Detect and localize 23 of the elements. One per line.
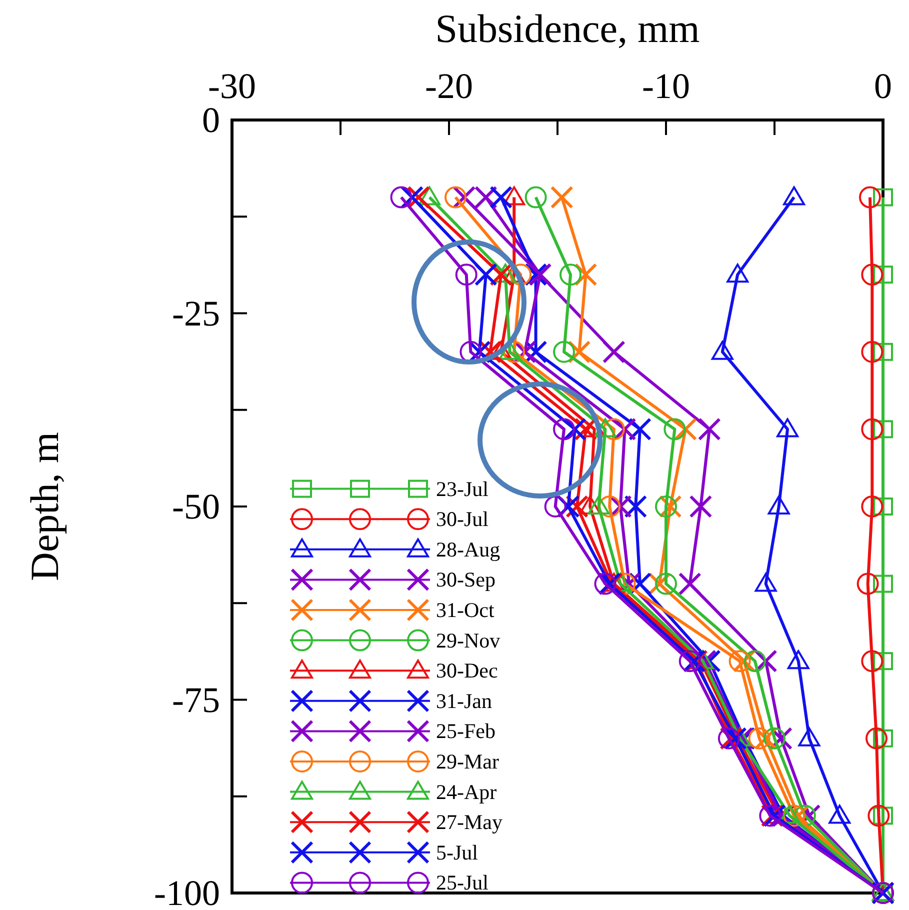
legend-label: 25-Jul <box>436 870 489 895</box>
legend-label: 5-Jul <box>436 840 478 864</box>
x-tick-label: -10 <box>642 66 690 106</box>
y-axis-title: Depth, m <box>22 432 67 581</box>
legend-label: 29-Nov <box>436 628 501 652</box>
legend-label: 23-Jul <box>436 476 489 501</box>
x-tick-label: 0 <box>874 66 892 106</box>
legend-label: 25-Feb <box>436 719 496 744</box>
y-tick-label: -100 <box>154 873 220 910</box>
legend-label: 29-Mar <box>436 750 499 774</box>
legend-label: 31-Jan <box>436 688 492 713</box>
legend-label: 31-Oct <box>436 598 494 622</box>
legend-label: 27-May <box>436 810 503 834</box>
x-axis-title: Subsidence, mm <box>435 6 700 51</box>
legend-label: 30-Jul <box>436 507 489 532</box>
legend-label: 30-Dec <box>436 658 498 683</box>
legend-label: 28-Aug <box>436 537 501 562</box>
y-tick-label: -25 <box>172 293 220 334</box>
legend-label: 24-Apr <box>436 780 497 804</box>
y-tick-label: -75 <box>172 680 220 720</box>
x-tick-label: -20 <box>425 66 473 106</box>
legend-label: 30-Sep <box>436 568 496 592</box>
y-tick-label: -50 <box>172 486 220 526</box>
